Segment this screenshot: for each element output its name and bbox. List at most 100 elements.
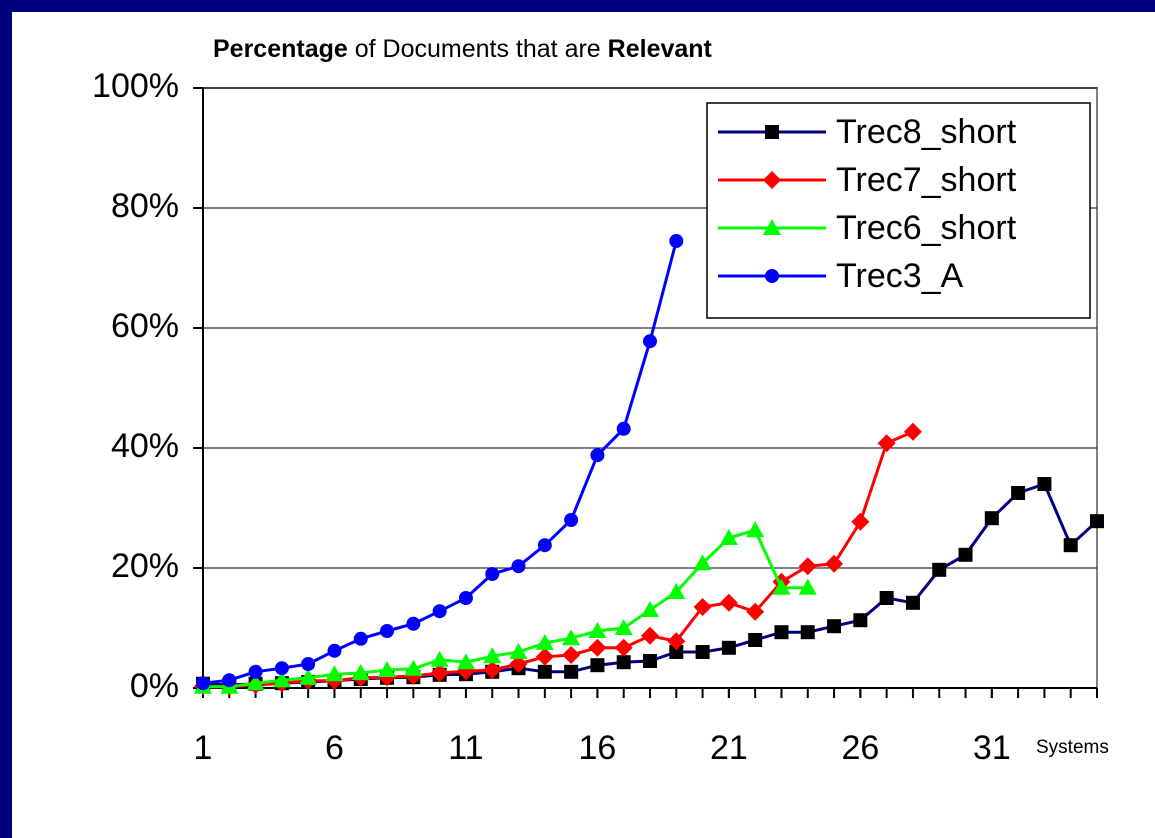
marker (905, 595, 920, 610)
marker (196, 676, 210, 691)
marker (588, 622, 607, 638)
marker (774, 625, 789, 640)
marker (958, 547, 973, 562)
marker (827, 619, 842, 634)
marker (877, 434, 896, 453)
marker (851, 512, 870, 531)
marker (325, 665, 344, 682)
marker (1090, 514, 1104, 529)
marker (798, 557, 817, 576)
marker (641, 601, 659, 617)
y-tick-label: 40% (111, 427, 179, 465)
marker (614, 619, 633, 635)
title-part: Percentage (213, 35, 348, 63)
y-tick-label: 60% (111, 307, 179, 345)
x-tick-label: 26 (841, 729, 879, 767)
marker (763, 219, 781, 235)
marker (590, 658, 605, 673)
marker (406, 616, 421, 631)
marker (301, 657, 316, 671)
marker (1063, 538, 1078, 553)
marker (765, 125, 779, 139)
marker (800, 625, 815, 640)
marker (669, 645, 684, 659)
chart-title: Percentage of Documents that are Relevan… (213, 35, 713, 63)
marker (458, 591, 473, 605)
marker (274, 661, 289, 676)
legend-label: Trec8_short (836, 113, 1017, 151)
series-line (202, 430, 914, 689)
marker (643, 654, 657, 668)
marker (537, 664, 552, 679)
marker (616, 655, 631, 670)
marker (562, 629, 581, 646)
marker (693, 598, 712, 616)
marker (643, 334, 657, 349)
marker (535, 647, 554, 666)
legend-label: Trec7_short (836, 161, 1017, 199)
marker (562, 646, 581, 664)
marker (695, 645, 710, 659)
marker (272, 671, 291, 688)
title-part: Relevant (608, 35, 713, 63)
x-tick-label: 21 (710, 729, 748, 767)
marker (485, 567, 500, 581)
marker (404, 659, 423, 676)
marker (798, 578, 817, 595)
x-tick-label: 6 (325, 729, 344, 767)
marker (456, 653, 475, 670)
marker (719, 593, 738, 612)
x-tick-label: 11 (448, 729, 483, 767)
y-tick-label: 100% (92, 67, 179, 105)
marker (248, 664, 263, 679)
marker (903, 422, 922, 441)
marker (509, 655, 528, 673)
x-tick-label: 1 (194, 729, 213, 767)
marker (853, 613, 868, 628)
marker (535, 634, 554, 650)
marker (932, 562, 947, 577)
marker (746, 602, 765, 621)
marker (537, 538, 552, 553)
marker (669, 234, 684, 248)
marker (614, 638, 633, 657)
marker (667, 583, 686, 599)
marker (588, 638, 607, 657)
marker (748, 633, 763, 647)
marker (616, 421, 631, 436)
x-tick-label: 16 (578, 729, 616, 767)
marker (765, 269, 779, 283)
marker (353, 631, 368, 646)
marker (378, 661, 397, 677)
marker (746, 521, 765, 538)
legend-label: Trec3_A (836, 257, 964, 295)
marker (564, 664, 579, 679)
legend-label: Trec6_short (836, 209, 1017, 247)
marker (641, 626, 659, 645)
marker (772, 578, 791, 595)
marker (511, 559, 526, 574)
marker (1037, 477, 1052, 491)
marker (1011, 486, 1026, 500)
marker (693, 554, 712, 571)
marker (430, 650, 449, 667)
y-tick-label: 0% (130, 667, 179, 705)
x-axis-label: Systems (1036, 737, 1109, 758)
marker (509, 643, 528, 659)
marker (432, 604, 447, 619)
marker (721, 640, 736, 655)
marker (719, 529, 738, 545)
marker (667, 632, 686, 651)
marker (222, 673, 237, 688)
marker (380, 624, 395, 638)
marker (351, 664, 370, 680)
marker (825, 554, 844, 573)
marker (299, 668, 318, 685)
y-tick-label: 20% (111, 547, 179, 585)
marker (590, 448, 605, 463)
y-tick-label: 80% (111, 187, 179, 225)
marker (327, 643, 342, 658)
marker (879, 591, 894, 605)
marker (483, 647, 502, 664)
